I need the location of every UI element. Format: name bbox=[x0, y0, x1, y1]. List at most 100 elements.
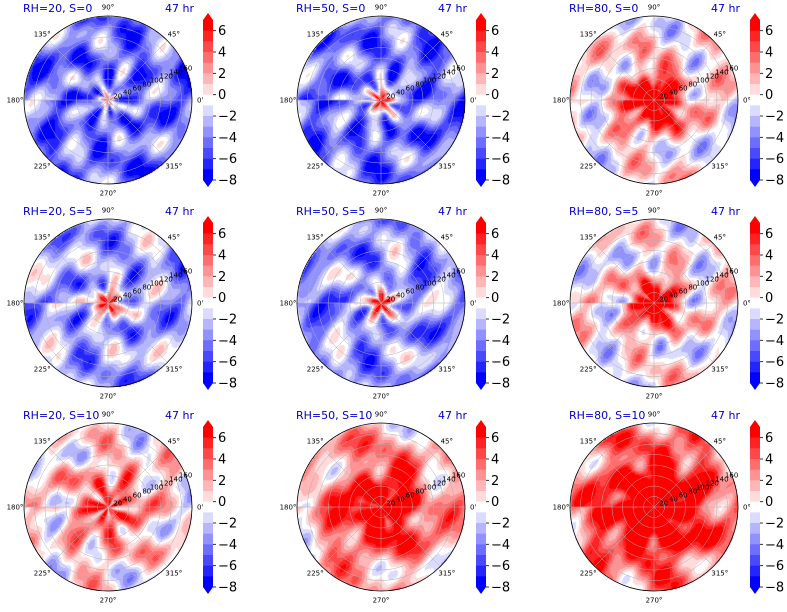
colorbar-tick-label: 0 bbox=[765, 291, 773, 306]
colorbar-segment bbox=[203, 158, 213, 170]
colorbar-tick-label: −2 bbox=[491, 110, 510, 125]
angle-tick-label: 45° bbox=[441, 31, 453, 39]
colorbar-tick-label: −2 bbox=[765, 313, 784, 328]
radial-tick-label: 100 bbox=[150, 279, 163, 287]
panel-time-label: 47 hr bbox=[711, 2, 740, 15]
colorbar-tick-label: 2 bbox=[218, 474, 226, 489]
colorbar-segment bbox=[476, 30, 486, 42]
colorbar-segment bbox=[203, 52, 213, 63]
angular-grid-spoke bbox=[48, 99, 109, 160]
colorbar: 6 4 2 0 −2 −4 −6 −8 bbox=[750, 420, 784, 596]
radial-tick-label: 140 bbox=[715, 475, 728, 483]
colorbar-tick-label: −4 bbox=[765, 538, 784, 553]
angular-grid-spoke bbox=[321, 447, 382, 508]
polar-frame bbox=[296, 218, 466, 388]
radial-tick-label: 80 bbox=[688, 80, 697, 88]
colorbar-tick-label: −8 bbox=[491, 174, 510, 189]
colorbar-tick-label: −2 bbox=[765, 517, 784, 532]
colorbar-segment bbox=[750, 52, 760, 63]
colorbar-segment bbox=[750, 62, 760, 74]
colorbar-extend-min bbox=[476, 180, 486, 187]
angular-grid-spoke bbox=[653, 99, 714, 160]
angular-grid-spoke bbox=[107, 40, 168, 101]
colorbar-tick-label: 4 bbox=[765, 249, 773, 264]
radial-tick-label: 40 bbox=[396, 496, 405, 504]
colorbar-segment bbox=[203, 233, 213, 245]
angular-grid-spoke bbox=[594, 243, 655, 304]
radial-tick-label: 80 bbox=[415, 487, 424, 495]
radial-tick-label: 120 bbox=[160, 479, 173, 487]
radial-tick-label: 60 bbox=[679, 84, 688, 92]
angle-tick-label: 180° bbox=[553, 97, 570, 105]
angle-tick-label: 315° bbox=[711, 365, 728, 373]
colorbar-tick-label: 4 bbox=[218, 249, 226, 264]
angle-tick-label: 315° bbox=[438, 162, 455, 170]
angle-tick-label: 270° bbox=[373, 190, 390, 198]
colorbar-segment bbox=[476, 116, 486, 127]
radial-tick-label: 120 bbox=[433, 72, 446, 80]
radial-tick-label: 160 bbox=[179, 64, 192, 72]
angle-tick-label: 270° bbox=[646, 190, 663, 198]
radial-tick-label: 60 bbox=[406, 84, 415, 92]
colorbar-segment bbox=[203, 255, 213, 266]
colorbar-segment bbox=[476, 137, 486, 149]
angular-grid-spoke bbox=[380, 243, 441, 304]
angle-tick-label: 315° bbox=[438, 569, 455, 577]
angle-tick-label: 180° bbox=[280, 504, 297, 512]
angle-tick-label: 225° bbox=[34, 569, 51, 577]
colorbar-tick-label: 6 bbox=[218, 431, 226, 446]
panel-time-label: 47 hr bbox=[711, 205, 740, 218]
angle-tick-label: 135° bbox=[307, 31, 324, 39]
radial-tick-label: 120 bbox=[706, 72, 719, 80]
colorbar-tick-label: −8 bbox=[765, 581, 784, 596]
colorbar-tick-label: 0 bbox=[491, 88, 499, 103]
angle-tick-label: 270° bbox=[100, 597, 117, 605]
colorbar-tick-label: 2 bbox=[491, 474, 499, 489]
colorbar-segment bbox=[203, 62, 213, 74]
colorbar-segment bbox=[750, 491, 760, 502]
colorbar-tick-label: −6 bbox=[765, 152, 784, 167]
radial-tick-label: 160 bbox=[179, 471, 192, 479]
angle-tick-label: 270° bbox=[646, 393, 663, 401]
radial-tick-label: 40 bbox=[669, 292, 678, 300]
colorbar-extend-max bbox=[203, 420, 213, 427]
radial-tick-label: 80 bbox=[142, 487, 151, 495]
colorbar-segment bbox=[750, 30, 760, 42]
radial-tick-label: 40 bbox=[123, 496, 132, 504]
angle-tick-label: 90° bbox=[102, 411, 114, 419]
angle-tick-label: 135° bbox=[307, 234, 324, 242]
colorbar-segment bbox=[476, 329, 486, 341]
colorbar-segment bbox=[750, 565, 760, 577]
angular-grid-spoke bbox=[107, 447, 168, 508]
radial-tick-label: 160 bbox=[179, 267, 192, 275]
colorbar-segment bbox=[203, 30, 213, 42]
radial-tick-label: 160 bbox=[452, 64, 465, 72]
radial-tick-label: 140 bbox=[442, 475, 455, 483]
radial-tick-label: 80 bbox=[142, 80, 151, 88]
colorbar-segment bbox=[750, 244, 760, 256]
colorbar-tick-label: −4 bbox=[491, 334, 510, 349]
angle-tick-label: 90° bbox=[102, 207, 114, 215]
colorbar-segment bbox=[203, 319, 213, 330]
radial-tick-label: 20 bbox=[113, 93, 122, 101]
radial-tick-label: 80 bbox=[688, 487, 697, 495]
colorbar-segment bbox=[750, 169, 760, 181]
angle-tick-label: 90° bbox=[375, 4, 387, 12]
colorbar-segment bbox=[750, 84, 760, 95]
colorbar-tick-label: −2 bbox=[218, 313, 237, 328]
angular-grid-spoke bbox=[48, 243, 109, 304]
colorbar: 6 4 2 0 −2 −4 −6 −8 bbox=[203, 216, 237, 392]
colorbar-tick-label: −4 bbox=[218, 538, 237, 553]
colorbar-segment bbox=[750, 351, 760, 362]
colorbar-tick-label: −6 bbox=[491, 559, 510, 574]
colorbar-tick-label: −8 bbox=[765, 174, 784, 189]
angular-grid-spoke bbox=[380, 447, 441, 508]
colorbar-segment bbox=[476, 158, 486, 170]
colorbar-tick-label: −8 bbox=[491, 581, 510, 596]
angle-tick-label: 315° bbox=[165, 162, 182, 170]
radial-tick-label: 20 bbox=[113, 500, 122, 508]
radial-tick-label: 40 bbox=[669, 496, 678, 504]
colorbar-segment bbox=[476, 41, 486, 53]
